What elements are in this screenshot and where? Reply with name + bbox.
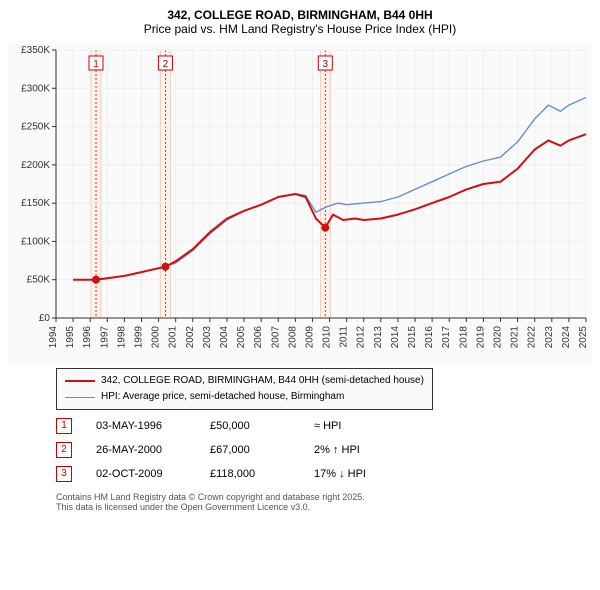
table-row: 1 03-MAY-1996 £50,000 ≈ HPI bbox=[56, 414, 592, 438]
svg-text:2006: 2006 bbox=[253, 326, 264, 349]
footer-line1: Contains HM Land Registry data © Crown c… bbox=[56, 492, 592, 502]
svg-text:2013: 2013 bbox=[373, 326, 384, 349]
title-address: 342, COLLEGE ROAD, BIRMINGHAM, B44 0HH bbox=[8, 8, 592, 22]
svg-text:£150K: £150K bbox=[21, 198, 50, 209]
svg-text:1994: 1994 bbox=[48, 326, 59, 349]
svg-text:£250K: £250K bbox=[21, 122, 50, 133]
tx-date: 02-OCT-2009 bbox=[96, 462, 186, 486]
svg-text:2: 2 bbox=[163, 59, 169, 70]
svg-text:2025: 2025 bbox=[578, 326, 589, 349]
chart-plot: £0 £50K £100K £150K £200K £250K £300K £350K 1994… bbox=[8, 44, 592, 364]
svg-text:1996: 1996 bbox=[82, 326, 93, 349]
svg-text:2021: 2021 bbox=[510, 326, 521, 349]
legend-swatch-hpi bbox=[65, 397, 95, 398]
svg-text:2018: 2018 bbox=[458, 326, 469, 349]
svg-text:£0: £0 bbox=[39, 313, 51, 324]
title-block: 342, COLLEGE ROAD, BIRMINGHAM, B44 0HH P… bbox=[8, 8, 592, 36]
tx-marker-2: 2 bbox=[56, 442, 72, 458]
tx-diff: 17% ↓ HPI bbox=[314, 462, 404, 486]
legend: 342, COLLEGE ROAD, BIRMINGHAM, B44 0HH (… bbox=[56, 368, 433, 410]
tx-diff: 2% ↑ HPI bbox=[314, 438, 404, 462]
tx-diff: ≈ HPI bbox=[314, 414, 404, 438]
svg-text:2004: 2004 bbox=[219, 326, 230, 349]
legend-item-hpi: HPI: Average price, semi-detached house,… bbox=[65, 389, 424, 405]
svg-text:2011: 2011 bbox=[339, 326, 350, 348]
legend-item-property: 342, COLLEGE ROAD, BIRMINGHAM, B44 0HH (… bbox=[65, 373, 424, 389]
chart-svg: £0 £50K £100K £150K £200K £250K £300K £350K 1994… bbox=[8, 44, 592, 364]
svg-text:1997: 1997 bbox=[99, 326, 110, 349]
tx-marker-1: 1 bbox=[56, 418, 72, 434]
svg-text:2000: 2000 bbox=[151, 326, 162, 349]
svg-text:£300K: £300K bbox=[21, 83, 50, 94]
footer: Contains HM Land Registry data © Crown c… bbox=[56, 492, 592, 512]
svg-text:2005: 2005 bbox=[236, 326, 247, 349]
tx-marker-3: 3 bbox=[56, 466, 72, 482]
svg-text:2024: 2024 bbox=[561, 326, 572, 349]
chart-container: 342, COLLEGE ROAD, BIRMINGHAM, B44 0HH P… bbox=[0, 0, 600, 520]
legend-text-property: 342, COLLEGE ROAD, BIRMINGHAM, B44 0HH (… bbox=[101, 373, 424, 389]
svg-text:2003: 2003 bbox=[202, 326, 213, 349]
table-row: 2 26-MAY-2000 £67,000 2% ↑ HPI bbox=[56, 438, 592, 462]
tx-price: £50,000 bbox=[210, 414, 290, 438]
svg-text:1995: 1995 bbox=[65, 326, 76, 349]
svg-text:2017: 2017 bbox=[441, 326, 452, 349]
tx-price: £67,000 bbox=[210, 438, 290, 462]
svg-text:2010: 2010 bbox=[322, 326, 333, 349]
svg-text:2019: 2019 bbox=[475, 326, 486, 349]
svg-text:£350K: £350K bbox=[21, 45, 50, 56]
svg-text:2001: 2001 bbox=[168, 326, 179, 349]
tx-price: £118,000 bbox=[210, 462, 290, 486]
svg-text:£100K: £100K bbox=[21, 236, 50, 247]
svg-text:2007: 2007 bbox=[270, 326, 281, 349]
svg-text:2014: 2014 bbox=[390, 326, 401, 349]
svg-text:2020: 2020 bbox=[493, 326, 504, 349]
legend-text-hpi: HPI: Average price, semi-detached house,… bbox=[101, 389, 344, 405]
table-row: 3 02-OCT-2009 £118,000 17% ↓ HPI bbox=[56, 462, 592, 486]
footer-line2: This data is licensed under the Open Gov… bbox=[56, 502, 592, 512]
legend-swatch-property bbox=[65, 380, 95, 382]
svg-text:1999: 1999 bbox=[133, 326, 144, 349]
svg-text:2015: 2015 bbox=[407, 326, 418, 349]
transaction-table: 1 03-MAY-1996 £50,000 ≈ HPI 2 26-MAY-200… bbox=[56, 414, 592, 486]
title-subtitle: Price paid vs. HM Land Registry's House … bbox=[8, 22, 592, 36]
svg-text:2002: 2002 bbox=[185, 326, 196, 349]
svg-text:2016: 2016 bbox=[424, 326, 435, 349]
svg-text:2008: 2008 bbox=[287, 326, 298, 349]
svg-text:£200K: £200K bbox=[21, 160, 50, 171]
svg-text:1: 1 bbox=[93, 59, 99, 70]
tx-date: 26-MAY-2000 bbox=[96, 438, 186, 462]
svg-text:2012: 2012 bbox=[356, 326, 367, 349]
svg-text:2023: 2023 bbox=[544, 326, 555, 349]
svg-text:£50K: £50K bbox=[27, 275, 51, 286]
svg-text:1998: 1998 bbox=[116, 326, 127, 349]
tx-date: 03-MAY-1996 bbox=[96, 414, 186, 438]
svg-text:2009: 2009 bbox=[304, 326, 315, 349]
svg-text:3: 3 bbox=[322, 59, 328, 70]
svg-text:2022: 2022 bbox=[527, 326, 538, 349]
